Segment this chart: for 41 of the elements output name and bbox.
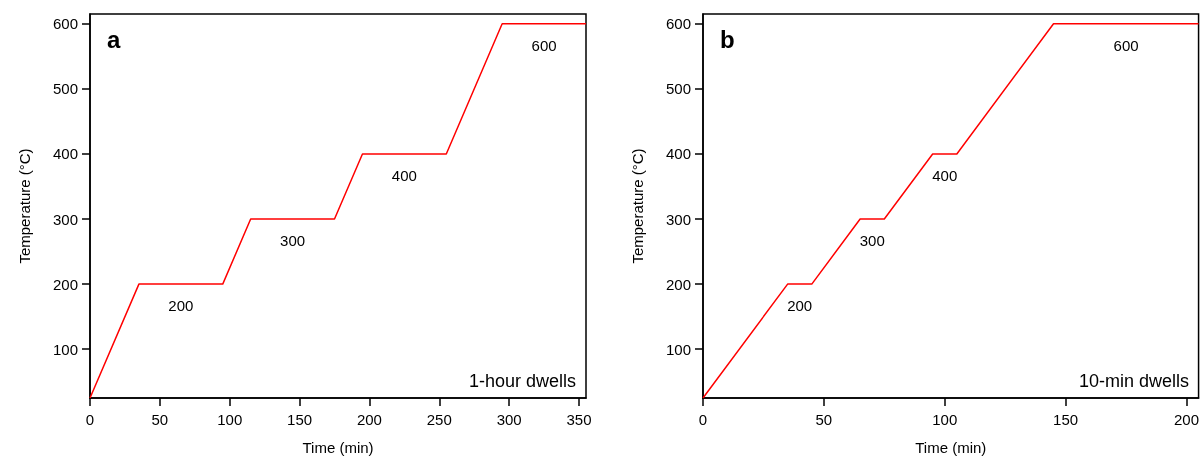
y-tick-label: 600 (52, 15, 78, 33)
y-tick-label: 300 (52, 210, 78, 228)
y-tick-label: 600 (665, 15, 691, 33)
y-tick-label: 500 (52, 80, 78, 98)
x-tick-label: 200 (356, 411, 382, 428)
annotation: 300 (280, 232, 306, 250)
annotation: 400 (932, 166, 958, 184)
y-tick-label: 200 (52, 275, 78, 293)
y-tick-label: 300 (665, 210, 691, 228)
x-tick-label: 100 (932, 411, 958, 428)
annotation: 1-hour dwells (468, 371, 577, 391)
x-tick-label: 150 (287, 411, 313, 428)
annotation: 200 (168, 297, 194, 315)
x-tick-label: 350 (566, 411, 592, 428)
x-tick-label: 0 (85, 411, 95, 428)
x-axis-title: Time (min) (915, 439, 987, 456)
y-tick-label: 500 (665, 80, 691, 98)
annotation: 10-min dwells (1078, 371, 1190, 391)
y-tick-label: 100 (52, 340, 78, 358)
annotation: 400 (391, 166, 417, 184)
y-axis-title: Temperature (°C) (16, 148, 33, 264)
x-axis-title: Time (min) (302, 439, 374, 456)
x-tick-label: 50 (815, 411, 833, 428)
y-axis-title: Temperature (°C) (629, 148, 646, 264)
x-tick-label: 250 (426, 411, 452, 428)
x-tick-label: 50 (151, 411, 169, 428)
y-tick-label: 400 (665, 145, 691, 163)
annotation: 600 (1113, 36, 1139, 54)
x-tick-label: 150 (1053, 411, 1079, 428)
text: a (107, 25, 121, 53)
y-tick-label: 400 (52, 145, 78, 163)
x-tick-label: 200 (1173, 411, 1199, 428)
annotation: 300 (859, 232, 885, 250)
annotation: 600 (531, 36, 557, 54)
y-tick-label: 200 (665, 275, 691, 293)
text: b (720, 25, 735, 53)
x-tick-label: 0 (698, 411, 708, 428)
x-tick-label: 100 (217, 411, 243, 428)
y-tick-label: 100 (665, 340, 691, 358)
x-tick-label: 300 (496, 411, 522, 428)
annotation: 200 (787, 297, 813, 315)
